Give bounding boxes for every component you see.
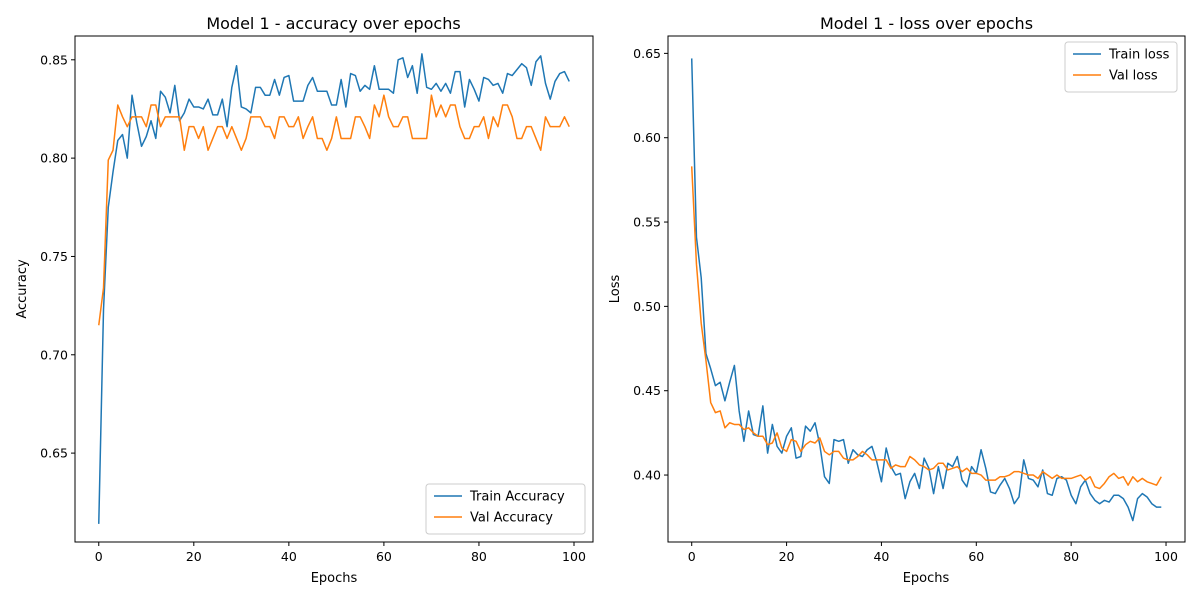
loss-x-tick-label: 80 — [1063, 549, 1079, 564]
loss-x-axis-label: Epochs — [903, 571, 950, 586]
loss-y-tick-label: 0.50 — [633, 299, 661, 314]
accuracy-x-ticks: 0 20 40 60 80 100 — [95, 542, 586, 564]
loss-x-tick-label: 20 — [779, 549, 795, 564]
accuracy-x-tick-label: 0 — [95, 549, 103, 564]
accuracy-y-tick-label: 0.70 — [40, 347, 68, 362]
loss-x-tick-label: 60 — [968, 549, 984, 564]
accuracy-plot-frame — [74, 35, 594, 543]
loss-legend-label: Val loss — [1109, 69, 1158, 84]
loss-plot-frame — [667, 35, 1186, 543]
loss-x-tick-label: 0 — [688, 549, 696, 564]
loss-y-tick-label: 0.60 — [633, 130, 661, 145]
accuracy-y-axis-label: Accuracy — [15, 259, 30, 319]
loss-series-train-loss — [690, 58, 1162, 522]
accuracy-series-layer — [98, 53, 570, 524]
accuracy-y-ticks: 0.65 0.70 0.75 0.80 0.85 — [40, 52, 75, 461]
loss-y-tick-label: 0.55 — [633, 215, 661, 230]
accuracy-y-tick-label: 0.85 — [40, 52, 68, 67]
loss-series-val-loss — [690, 166, 1162, 490]
accuracy-legend-label: Val Accuracy — [470, 511, 553, 526]
accuracy-legend-label: Train Accuracy — [469, 490, 565, 505]
loss-y-ticks: 0.40 0.45 0.50 0.55 0.60 0.65 — [633, 46, 668, 483]
accuracy-chart-title: Model 1 - accuracy over epochs — [206, 14, 460, 33]
accuracy-chart: Model 1 - accuracy over epochs 0 20 40 60 80… — [15, 14, 594, 586]
loss-x-ticks: 0 20 40 60 80 100 — [688, 542, 1178, 564]
accuracy-x-axis-label: Epochs — [311, 571, 358, 586]
loss-chart: Model 1 - loss over epochs 0 20 40 60 80 100 … — [608, 14, 1186, 586]
accuracy-legend: Train Accuracy Val Accuracy — [425, 483, 586, 535]
accuracy-y-tick-label: 0.75 — [40, 249, 68, 264]
loss-x-tick-label: 100 — [1154, 549, 1178, 564]
accuracy-x-tick-label: 80 — [471, 549, 487, 564]
loss-y-tick-label: 0.40 — [633, 468, 661, 483]
accuracy-y-tick-label: 0.80 — [40, 151, 68, 166]
loss-y-tick-label: 0.45 — [633, 383, 661, 398]
accuracy-x-tick-label: 100 — [562, 549, 586, 564]
accuracy-x-tick-label: 40 — [281, 549, 297, 564]
accuracy-series-val-accuracy — [98, 94, 570, 326]
loss-series-layer — [690, 58, 1162, 522]
accuracy-x-tick-label: 60 — [376, 549, 392, 564]
accuracy-x-tick-label: 20 — [186, 549, 202, 564]
accuracy-legend-box — [425, 483, 586, 535]
accuracy-y-tick-label: 0.65 — [40, 446, 68, 461]
loss-y-tick-label: 0.65 — [633, 46, 661, 61]
accuracy-series-train-accuracy — [98, 53, 570, 524]
loss-legend-label: Train loss — [1108, 48, 1170, 63]
loss-chart-title: Model 1 - loss over epochs — [820, 14, 1033, 33]
loss-x-tick-label: 40 — [873, 549, 889, 564]
loss-y-axis-label: Loss — [608, 275, 623, 304]
loss-legend: Train loss Val loss — [1064, 41, 1178, 93]
